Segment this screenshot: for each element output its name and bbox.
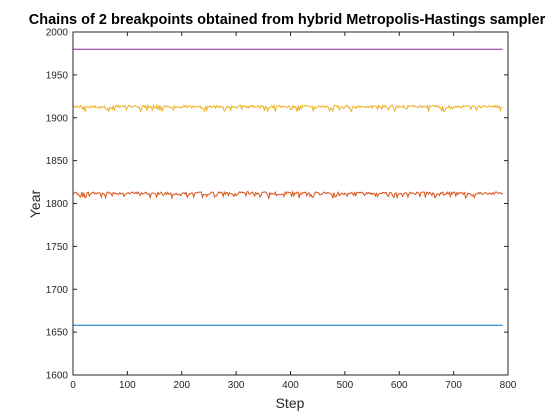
x-tick-label: 500 (337, 380, 354, 391)
series-line-2 (72, 189, 503, 201)
y-tick-label: 1700 (46, 285, 69, 296)
y-tick-label: 1950 (46, 70, 69, 81)
y-tick-label: 1850 (46, 156, 69, 167)
axes: 0 100 200 300 400 500 600 700 800 1600 1650 1700 175… (46, 28, 517, 392)
chart-title: Chains of 2 breakpoints obtained from hy… (29, 12, 546, 28)
y-tick-label: 1600 (46, 371, 69, 382)
x-tick-label: 0 (70, 380, 76, 391)
x-axis-label: Step (276, 395, 305, 411)
plot-background (73, 32, 508, 375)
x-tick-label: 200 (173, 380, 190, 391)
x-tick-label: 700 (445, 380, 462, 391)
y-tick-label: 1750 (46, 242, 69, 253)
series-line-3 (72, 103, 503, 113)
x-tick-label: 100 (119, 380, 136, 391)
x-tick-label: 800 (500, 380, 517, 391)
y-tick-label: 1650 (46, 328, 69, 339)
x-tick-label: 300 (228, 380, 245, 391)
series-layer (72, 48, 503, 326)
y-tick-label: 1900 (46, 113, 69, 124)
plot-area (73, 32, 508, 375)
y-tick-label: 2000 (46, 28, 69, 39)
y-tick-label: 1800 (46, 199, 69, 210)
x-tick-label: 400 (282, 380, 299, 391)
y-axis-label: Year (27, 190, 43, 219)
x-tick-label: 600 (391, 380, 408, 391)
